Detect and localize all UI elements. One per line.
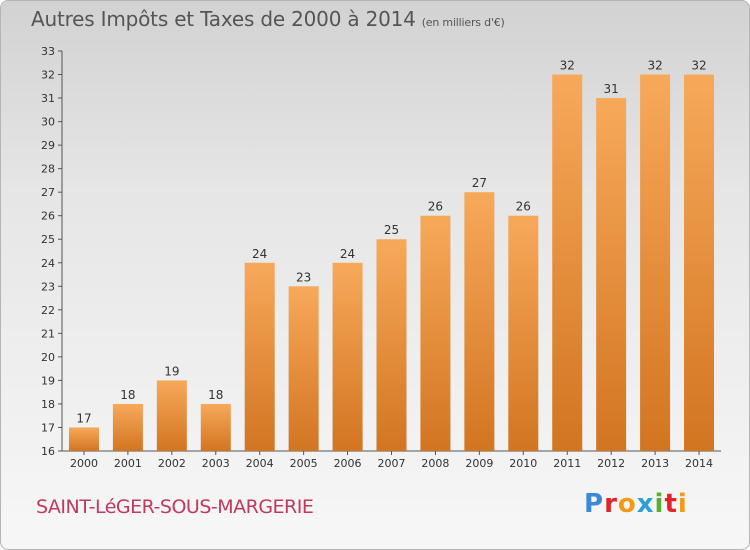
- x-tick-label: 2009: [465, 457, 493, 470]
- x-tick-label: 2002: [158, 457, 186, 470]
- bar: [508, 215, 539, 451]
- proxiti-logo[interactable]: Proxiti: [584, 489, 688, 519]
- x-tick-label: 2004: [246, 457, 274, 470]
- y-tick-label: 26: [41, 210, 55, 223]
- x-tick-label: 2003: [202, 457, 230, 470]
- y-tick-label: 32: [41, 69, 55, 82]
- bar-value-label: 18: [208, 388, 223, 402]
- y-tick-label: 18: [41, 398, 55, 411]
- y-tick-label: 23: [41, 280, 55, 293]
- logo-letter: x: [636, 489, 655, 519]
- x-tick-label: 2000: [70, 457, 98, 470]
- y-tick-label: 24: [41, 257, 55, 270]
- bar: [596, 98, 627, 451]
- y-tick-label: 21: [41, 327, 55, 340]
- bar-value-label: 26: [428, 200, 443, 214]
- bar: [112, 403, 143, 451]
- logo-letter: i: [677, 489, 688, 519]
- bar-value-label: 24: [252, 247, 267, 261]
- x-tick-label: 2013: [641, 457, 669, 470]
- bar: [156, 380, 187, 451]
- bar: [332, 262, 363, 451]
- bar-value-label: 24: [340, 247, 355, 261]
- x-tick-label: 2012: [597, 457, 625, 470]
- y-tick-label: 27: [41, 186, 55, 199]
- chart-bars: [68, 74, 715, 452]
- x-tick-label: 2010: [509, 457, 537, 470]
- x-tick-label: 2011: [553, 457, 581, 470]
- bar: [684, 74, 715, 451]
- bar-value-label: 17: [76, 411, 91, 425]
- bar-value-label: 26: [516, 200, 531, 214]
- bar-value-label: 25: [384, 223, 399, 237]
- x-tick-label: 2014: [685, 457, 713, 470]
- bar-value-label: 32: [691, 59, 706, 73]
- bar: [464, 192, 495, 452]
- y-tick-label: 20: [41, 351, 55, 364]
- bar-value-label: 18: [120, 388, 135, 402]
- chart-axes: 16 17 18 19 20 21 22 23 24 25 26 27 28 29 30 31 32 33: [41, 45, 721, 458]
- logo-letter: i: [654, 489, 665, 519]
- bar: [68, 427, 99, 451]
- bar-value-label: 32: [647, 59, 662, 73]
- y-tick-label: 22: [41, 304, 55, 317]
- logo-letter: P: [584, 489, 605, 519]
- town-name: SAINT-LéGER-SOUS-MARGERIE: [36, 496, 314, 518]
- bar: [288, 286, 319, 451]
- logo-letter: o: [617, 489, 637, 519]
- bar-value-label: 23: [296, 270, 311, 284]
- bar-value-label: 31: [604, 82, 619, 96]
- x-tick-label: 2008: [421, 457, 449, 470]
- bar: [376, 239, 407, 451]
- chart-labels: 17 2000 18 2001 19 2002 18 2003 24 2004 23 2005 24 20…: [70, 59, 713, 470]
- chart-title-text: Autres Impôts et Taxes de 2000 à 2014: [31, 7, 416, 31]
- bar-value-label: 19: [164, 364, 179, 378]
- logo-letter: r: [604, 489, 618, 519]
- chart-title: Autres Impôts et Taxes de 2000 à 2014 (en…: [31, 7, 505, 31]
- y-tick-label: 16: [41, 445, 55, 458]
- y-tick-label: 17: [41, 421, 55, 434]
- y-tick-label: 28: [41, 163, 55, 176]
- bar: [640, 74, 671, 451]
- bar: [244, 262, 275, 451]
- x-tick-label: 2005: [290, 457, 318, 470]
- chart-unit: (en milliers d'€): [421, 16, 505, 29]
- bar: [420, 215, 451, 451]
- bar: [200, 403, 231, 451]
- bar-value-label: 32: [560, 59, 575, 73]
- x-tick-label: 2006: [334, 457, 362, 470]
- y-tick-label: 19: [41, 374, 55, 387]
- y-tick-label: 31: [41, 92, 55, 105]
- logo-letter: t: [664, 489, 678, 519]
- y-tick-label: 29: [41, 139, 55, 152]
- bar-value-label: 27: [472, 176, 487, 190]
- x-tick-label: 2007: [378, 457, 406, 470]
- bar: [552, 74, 583, 451]
- y-tick-label: 30: [41, 116, 55, 129]
- y-tick-label: 25: [41, 233, 55, 246]
- x-tick-label: 2001: [114, 457, 142, 470]
- y-tick-label: 33: [41, 45, 55, 58]
